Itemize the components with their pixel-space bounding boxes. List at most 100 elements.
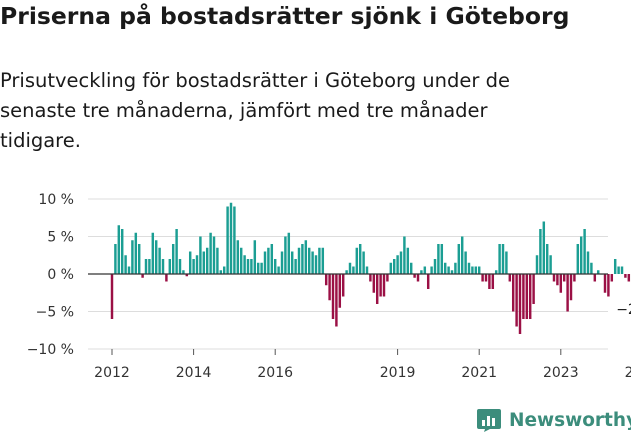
bar-negative bbox=[372, 274, 376, 293]
bar-positive bbox=[304, 240, 308, 274]
bar-positive bbox=[535, 255, 539, 274]
bar-positive bbox=[175, 229, 178, 274]
x-axis: 2012 2014 2016 2019 2021 2023 2025 bbox=[94, 349, 631, 381]
bar-positive bbox=[294, 259, 297, 274]
x-tick-label: 2019 bbox=[380, 365, 416, 381]
bar-negative bbox=[518, 274, 522, 334]
x-tick-label: 2023 bbox=[543, 365, 579, 381]
bar-positive bbox=[617, 266, 620, 274]
bar-positive bbox=[229, 202, 233, 274]
bar-positive bbox=[348, 262, 352, 274]
bar-positive bbox=[148, 259, 151, 274]
bar-negative bbox=[338, 274, 342, 308]
bar-negative bbox=[532, 274, 535, 304]
bar-negative bbox=[627, 274, 631, 282]
bar-positive bbox=[457, 244, 461, 274]
bar-negative bbox=[552, 274, 556, 282]
y-tick-label: −10 % bbox=[27, 342, 74, 358]
bar-negative bbox=[593, 274, 597, 282]
bar-positive bbox=[205, 247, 209, 274]
bar-negative bbox=[603, 274, 607, 293]
bar-positive bbox=[178, 259, 182, 274]
chart-title: Priserna på bostadsrätter sjönk i Götebo… bbox=[0, 2, 570, 30]
bar-negative bbox=[484, 274, 488, 282]
bar-positive bbox=[216, 247, 219, 274]
brand-name: Newsworthy bbox=[509, 409, 631, 431]
bar-positive bbox=[471, 266, 474, 274]
bar-positive bbox=[365, 266, 369, 274]
bar-positive bbox=[620, 266, 624, 274]
bar-positive bbox=[358, 244, 362, 274]
bar-positive bbox=[450, 270, 454, 274]
bar-negative bbox=[562, 274, 566, 282]
chart-subtitle: Prisutveckling för bostadsrätter i Göteb… bbox=[0, 69, 510, 152]
y-axis-labels: 10 % 5 % 0 % −5 % −10 % bbox=[27, 192, 74, 358]
bar-positive bbox=[267, 247, 270, 274]
bar-positive bbox=[301, 244, 304, 274]
bar-positive bbox=[199, 236, 202, 274]
bar-negative bbox=[331, 274, 335, 319]
bar-positive bbox=[498, 244, 501, 274]
y-tick-label: −5 % bbox=[36, 305, 74, 321]
bar-positive bbox=[430, 266, 433, 274]
bar-negative bbox=[369, 274, 372, 282]
bar-negative bbox=[110, 274, 114, 319]
bar-positive bbox=[124, 255, 127, 274]
bar-negative bbox=[528, 274, 532, 319]
bar-positive bbox=[233, 206, 236, 274]
bar-positive bbox=[447, 266, 450, 274]
bar-positive bbox=[318, 247, 321, 274]
bar-positive bbox=[209, 232, 212, 274]
bar-positive bbox=[352, 266, 355, 274]
bar-positive bbox=[454, 262, 457, 274]
y-tick-label: 10 % bbox=[38, 192, 74, 208]
bar-positive bbox=[270, 244, 274, 274]
bar-negative bbox=[607, 274, 610, 297]
bar-positive bbox=[290, 251, 294, 274]
x-tick-label: 2025 bbox=[625, 365, 631, 381]
bar-negative bbox=[569, 274, 573, 301]
bar-positive bbox=[321, 247, 325, 274]
bar-positive bbox=[226, 206, 229, 274]
bar-positive bbox=[389, 262, 393, 274]
bar-negative bbox=[341, 274, 345, 297]
bar-positive bbox=[539, 229, 542, 274]
bar-positive bbox=[576, 244, 580, 274]
bar-positive bbox=[212, 236, 216, 274]
bar-positive bbox=[420, 270, 423, 274]
bar-positive bbox=[590, 262, 593, 274]
bar-positive bbox=[494, 270, 498, 274]
bar-negative bbox=[324, 274, 328, 286]
y-tick-label: 5 % bbox=[47, 230, 74, 246]
bar-positive bbox=[399, 251, 403, 274]
bar-negative bbox=[165, 274, 168, 282]
bar-negative bbox=[610, 274, 614, 282]
bar-positive bbox=[219, 270, 223, 274]
bar-positive bbox=[250, 259, 253, 274]
bar-positive bbox=[460, 236, 464, 274]
bar-positive bbox=[188, 251, 192, 274]
x-tick-label: 2014 bbox=[176, 365, 212, 381]
bar-positive bbox=[392, 259, 396, 274]
bar-negative bbox=[522, 274, 525, 319]
bar-positive bbox=[263, 251, 267, 274]
bar-positive bbox=[440, 244, 444, 274]
bar-positive bbox=[505, 251, 508, 274]
bar-negative bbox=[624, 274, 627, 278]
bar-positive bbox=[280, 251, 284, 274]
bar-positive bbox=[168, 259, 172, 274]
bar-positive bbox=[114, 244, 117, 274]
bar-positive bbox=[192, 259, 195, 274]
bar-negative bbox=[413, 274, 416, 278]
x-tick-label: 2016 bbox=[257, 365, 293, 381]
last-value-label: −2 % bbox=[616, 302, 631, 318]
bar-positive bbox=[314, 255, 318, 274]
bar-positive bbox=[477, 266, 481, 274]
bar-positive bbox=[120, 229, 124, 274]
bar-negative bbox=[508, 274, 512, 282]
bar-positive bbox=[154, 240, 158, 274]
bar-negative bbox=[511, 274, 515, 312]
bar-negative bbox=[382, 274, 386, 297]
bar-positive bbox=[256, 262, 260, 274]
